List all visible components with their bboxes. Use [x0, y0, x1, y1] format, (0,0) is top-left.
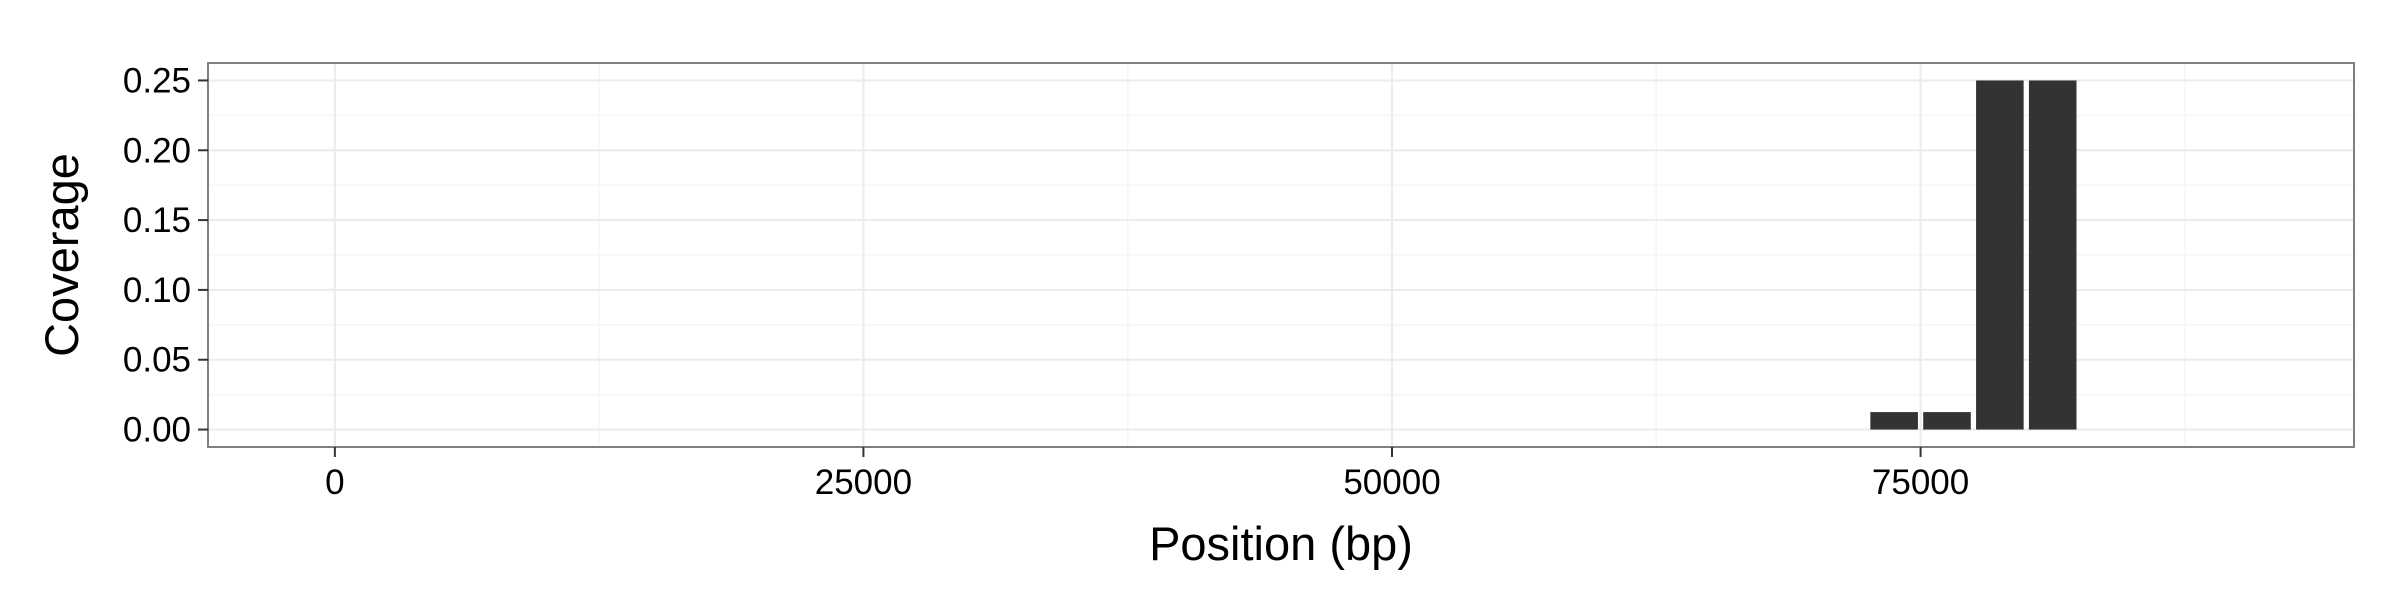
bar: [1976, 80, 2024, 430]
bar: [1870, 412, 1918, 430]
y-tick-label: 0.15: [123, 201, 191, 240]
y-tick-label: 0.10: [123, 271, 191, 310]
bar: [1923, 412, 1971, 430]
y-tick-label: 0.05: [123, 341, 191, 380]
bars: [1870, 80, 2077, 430]
y-axis-title: Coverage: [35, 153, 88, 357]
x-tick-label: 25000: [815, 463, 912, 502]
y-tick-label: 0.00: [123, 411, 191, 450]
x-tick-label: 50000: [1343, 463, 1440, 502]
bar: [2028, 80, 2077, 430]
y-tick-label: 0.20: [123, 131, 191, 170]
x-axis-title: Position (bp): [1149, 517, 1413, 570]
axes: 0 25000 50000 75000 0.00 0.05 0.10 0.15 0.20 0.25: [123, 61, 1969, 502]
plot-panel-border: [207, 62, 2355, 448]
y-tick-label: 0.25: [123, 61, 191, 100]
x-tick-label: 75000: [1872, 463, 1969, 502]
x-tick-label: 0: [325, 463, 344, 502]
